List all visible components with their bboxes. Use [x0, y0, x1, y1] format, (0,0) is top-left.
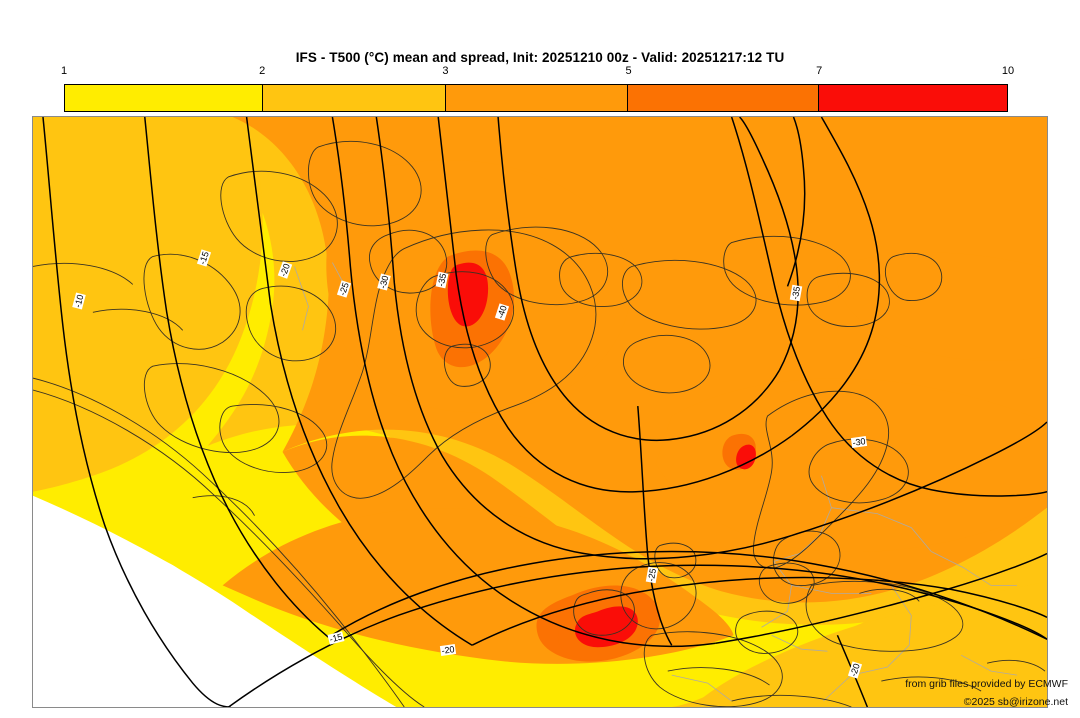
colorbar-tick-labels: 1 2 3 5 7 10: [60, 64, 1014, 82]
colorbar-tick-1: 1: [60, 65, 68, 77]
map-canvas: -10-15-20-25-30-35-40-35-30-25-20-15-10-…: [32, 116, 1048, 708]
map-svg: [33, 117, 1047, 707]
coastlines: [33, 141, 1046, 707]
colorbar-segment-5-7: [628, 85, 819, 111]
colorbar-segment-2-3: [262, 85, 446, 111]
colorbar-gradient: [64, 84, 1008, 112]
colorbar-tick-7: 7: [816, 65, 823, 77]
credit-source: from grib files provided by ECMWF: [905, 678, 1068, 690]
colorbar-segment-1-2: [65, 85, 263, 111]
colorbar-segment-7-10: [818, 85, 1007, 111]
credit-owner: ©2025 sb@irizone.net: [963, 696, 1068, 708]
colorbar-tick-10: 10: [1001, 65, 1015, 77]
contour-lines: [42, 117, 1047, 707]
colorbar-tick-3: 3: [442, 65, 449, 77]
colorbar-tick-2: 2: [259, 65, 266, 77]
contour-label-neg20-10: -20: [439, 644, 457, 656]
page-title: IFS - T500 (°C) mean and spread, Init: 2…: [295, 50, 785, 65]
colorbar: [64, 84, 1008, 112]
spread-max-patches: [447, 262, 756, 648]
contour-label-neg30-8: -30: [850, 436, 868, 448]
colorbar-segment-3-5: [445, 85, 629, 111]
below-threshold-area: [33, 495, 397, 707]
colorbar-tick-5: 5: [625, 65, 632, 77]
